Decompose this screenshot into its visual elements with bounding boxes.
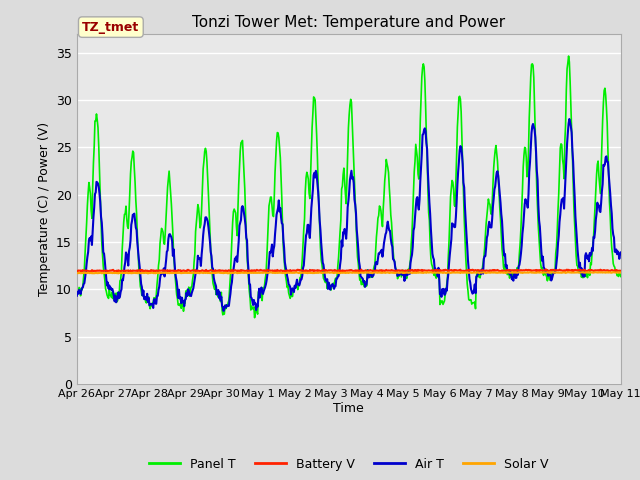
Text: TZ_tmet: TZ_tmet <box>82 21 140 34</box>
Legend: Panel T, Battery V, Air T, Solar V: Panel T, Battery V, Air T, Solar V <box>144 453 554 476</box>
Title: Tonzi Tower Met: Temperature and Power: Tonzi Tower Met: Temperature and Power <box>192 15 506 30</box>
X-axis label: Time: Time <box>333 402 364 415</box>
Y-axis label: Temperature (C) / Power (V): Temperature (C) / Power (V) <box>38 122 51 296</box>
